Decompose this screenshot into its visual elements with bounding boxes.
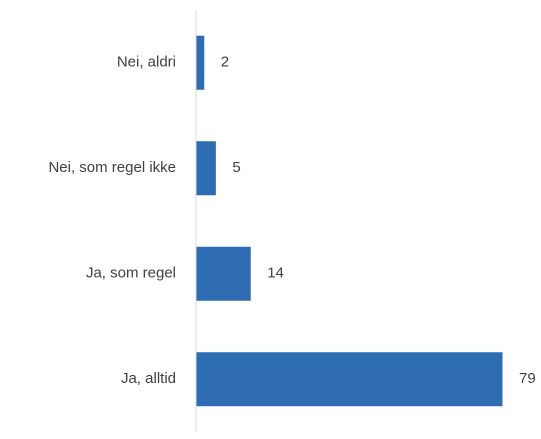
category-label-0: Nei, aldri: [117, 54, 176, 71]
category-label-2: Ja, som regel: [86, 265, 176, 282]
bar-2: [196, 246, 251, 301]
bar-1: [196, 141, 216, 196]
bar-0: [196, 35, 205, 90]
bar-3: [196, 352, 503, 407]
data-label-0: 2: [221, 54, 229, 71]
data-label-1: 5: [232, 159, 240, 176]
category-label-1: Nei, som regel ikke: [48, 159, 176, 176]
data-labels-group: 2 5 14 79: [221, 54, 536, 388]
category-labels-group: Nei, aldri Nei, som regel ikke Ja, som reg…: [48, 54, 176, 388]
data-label-2: 14: [267, 265, 284, 282]
data-label-3: 79: [519, 370, 536, 387]
category-label-3: Ja, alltid: [121, 370, 176, 387]
bars-group: [196, 35, 503, 407]
